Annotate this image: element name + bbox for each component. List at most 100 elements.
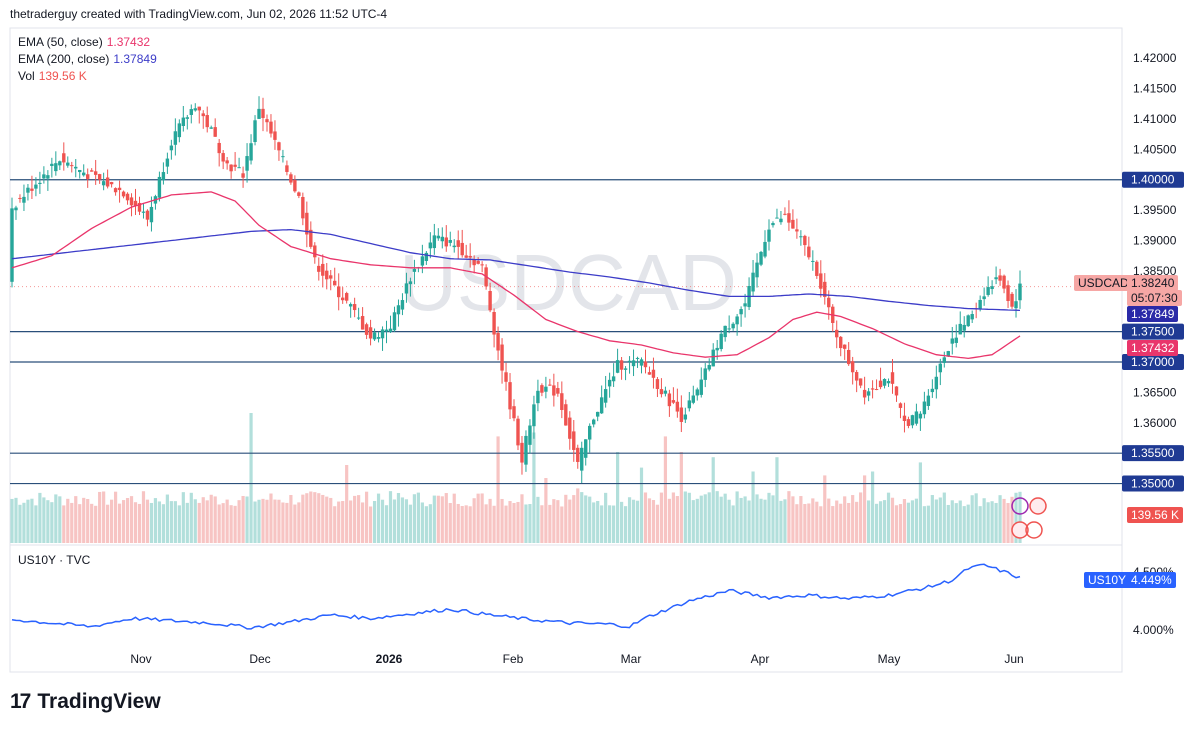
volume-bar	[751, 471, 755, 543]
candle-body	[78, 169, 82, 173]
volume-bar	[771, 495, 775, 543]
candle-body	[400, 300, 405, 310]
candle-body	[325, 270, 329, 280]
legend-ema50[interactable]: EMA (50, close) 1.37432	[18, 35, 150, 49]
volume-bar	[125, 498, 130, 543]
candle-body	[101, 181, 106, 186]
volume-bar	[18, 504, 22, 543]
candle-body	[141, 211, 146, 213]
candle-body	[727, 328, 731, 330]
candle-body	[799, 236, 803, 238]
candle-body	[938, 363, 943, 373]
volume-bar	[157, 501, 162, 543]
price-tick-label: 1.39500	[1133, 203, 1177, 217]
candle-body	[906, 419, 911, 426]
volume-bar	[695, 498, 699, 543]
volume-bar	[269, 493, 273, 543]
legend-vol[interactable]: Vol 139.56 K	[18, 69, 87, 83]
candle-body	[368, 327, 373, 339]
candle-body	[133, 200, 138, 207]
candle-body	[488, 291, 492, 311]
candle-body	[783, 213, 787, 215]
candle-body	[735, 316, 739, 325]
volume-bar	[990, 501, 994, 543]
volume-bar	[341, 501, 345, 543]
chart-header: thetraderguy created with TradingView.co…	[10, 7, 388, 21]
candle-body	[376, 337, 381, 339]
volume-bar	[986, 502, 990, 543]
volume-bar	[938, 497, 942, 543]
candle-body	[321, 263, 325, 276]
yield-tick-label: 4.000%	[1133, 623, 1174, 637]
candle-body	[177, 123, 182, 138]
legend-ema200[interactable]: EMA (200, close) 1.37849	[18, 52, 157, 66]
volume-bar	[942, 492, 946, 543]
candle-body	[691, 395, 695, 403]
candle-body	[352, 304, 357, 311]
volume-bar	[619, 501, 624, 543]
symbol-tag: USDCAD	[1074, 275, 1133, 291]
candle-body	[675, 401, 680, 412]
volume-bar	[512, 503, 516, 543]
candle-body	[978, 299, 982, 309]
candle-body	[1006, 285, 1010, 302]
candle-body	[854, 372, 859, 381]
candle-body	[464, 255, 468, 258]
candle-body	[137, 202, 142, 212]
candle-body	[807, 246, 811, 258]
candle-body	[213, 127, 217, 137]
volume-bar	[779, 500, 783, 543]
candle-body	[524, 435, 528, 465]
sub-pane-title[interactable]: US10Y · TVC	[18, 553, 91, 567]
volume-bar	[962, 506, 966, 543]
volume-bar	[596, 500, 600, 543]
candle-body	[930, 388, 935, 393]
volume-bar	[687, 492, 691, 543]
volume-bar	[882, 500, 887, 543]
volume-bar	[572, 495, 576, 543]
candle-body	[428, 242, 433, 249]
volume-bar	[863, 475, 867, 543]
volume-bar	[827, 498, 831, 543]
candle-body	[564, 404, 568, 426]
volume-bar	[353, 495, 357, 543]
candle-body	[340, 297, 345, 301]
volume-bar	[859, 492, 863, 543]
candle-body	[842, 344, 847, 349]
candle-body	[635, 357, 640, 359]
candle-body	[580, 447, 584, 471]
candle-body	[93, 171, 98, 175]
volume-bar	[679, 452, 683, 543]
candle-body	[273, 131, 277, 140]
level-price-tag	[1122, 323, 1184, 340]
volume-bar	[874, 503, 879, 543]
volume-bar	[930, 495, 934, 543]
volume-bar	[803, 503, 807, 543]
volume-bar	[958, 500, 962, 543]
event-forward-icon	[1025, 521, 1043, 539]
candle-body	[671, 400, 676, 403]
volume-bar	[357, 495, 361, 543]
candle-body	[934, 376, 939, 390]
volume-bar	[588, 496, 592, 543]
volume-bar	[906, 502, 911, 543]
volume-bar	[392, 499, 397, 543]
candle-body	[221, 153, 225, 162]
volume-bar	[173, 501, 177, 543]
x-tick-label: May	[878, 652, 901, 666]
candle-body	[576, 447, 580, 462]
volume-bar	[149, 502, 154, 543]
volume-bar	[843, 496, 847, 543]
volume-bar	[217, 504, 221, 543]
volume-bar	[500, 498, 504, 543]
candle-body	[870, 388, 875, 390]
volume-bar	[1010, 496, 1014, 543]
yield-pane-border	[9, 544, 1123, 673]
candle-body	[432, 235, 437, 249]
candle-body	[10, 208, 14, 282]
tradingview-logo[interactable]: 17 TradingView	[10, 690, 161, 714]
volume-bar	[329, 497, 333, 543]
volume-bar	[444, 493, 448, 543]
candle-body	[795, 229, 799, 232]
